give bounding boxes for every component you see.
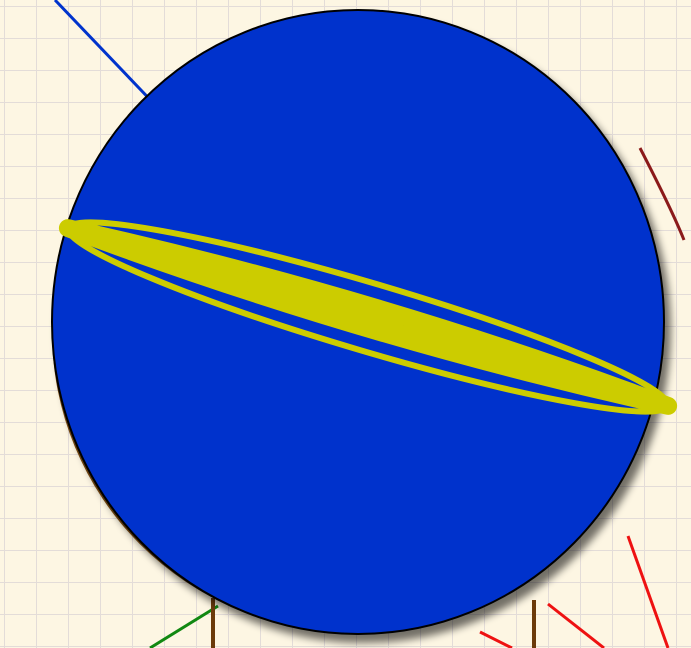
equator-band — [58, 219, 678, 415]
dark-red-arc — [638, 147, 686, 241]
blue-diagonal-line — [53, 0, 162, 112]
red-lines — [479, 535, 670, 648]
equator-filled-band — [58, 219, 678, 415]
brown-legs — [211, 598, 536, 648]
green-line — [149, 604, 219, 648]
